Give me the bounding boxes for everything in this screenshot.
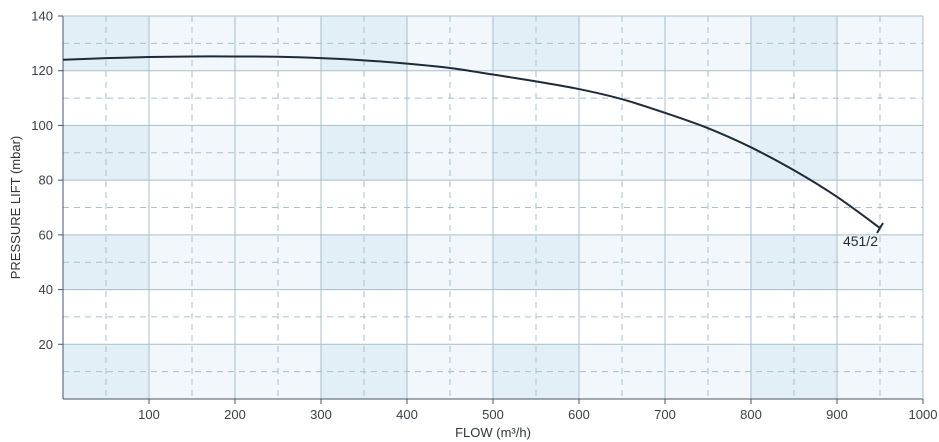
y-tick-label: 100: [31, 118, 53, 133]
x-tick-label: 900: [826, 407, 848, 422]
grid-lines: [63, 16, 923, 399]
curve-end-marker: [876, 222, 884, 234]
series-label: 451/2: [843, 233, 878, 249]
y-tick-label: 80: [39, 173, 53, 188]
x-tick-label: 100: [138, 407, 160, 422]
x-tick-label: 200: [224, 407, 246, 422]
tick-labels: 20 40 60 80 100 120 140 100 200 300 400 500 600 700 80…: [31, 9, 937, 423]
x-tick-label: 700: [654, 407, 676, 422]
x-tick-label: 600: [568, 407, 590, 422]
y-tick-label: 20: [39, 337, 53, 352]
series-layer: 451/2: [62, 55, 884, 249]
x-tick-label: 300: [310, 407, 332, 422]
x-tick-label: 800: [740, 407, 762, 422]
axes: [58, 15, 924, 404]
series-curve: [62, 55, 881, 229]
y-tick-label: 120: [31, 63, 53, 78]
y-tick-label: 140: [31, 9, 53, 24]
x-tick-label: 1000: [909, 407, 938, 422]
x-tick-label: 400: [396, 407, 418, 422]
x-axis-title: FLOW (m³/h): [455, 425, 531, 440]
y-axis-title: PRESSURE LIFT (mbar): [8, 136, 23, 280]
y-tick-label: 40: [39, 282, 53, 297]
y-tick-label: 60: [39, 227, 53, 242]
x-tick-label: 500: [482, 407, 504, 422]
